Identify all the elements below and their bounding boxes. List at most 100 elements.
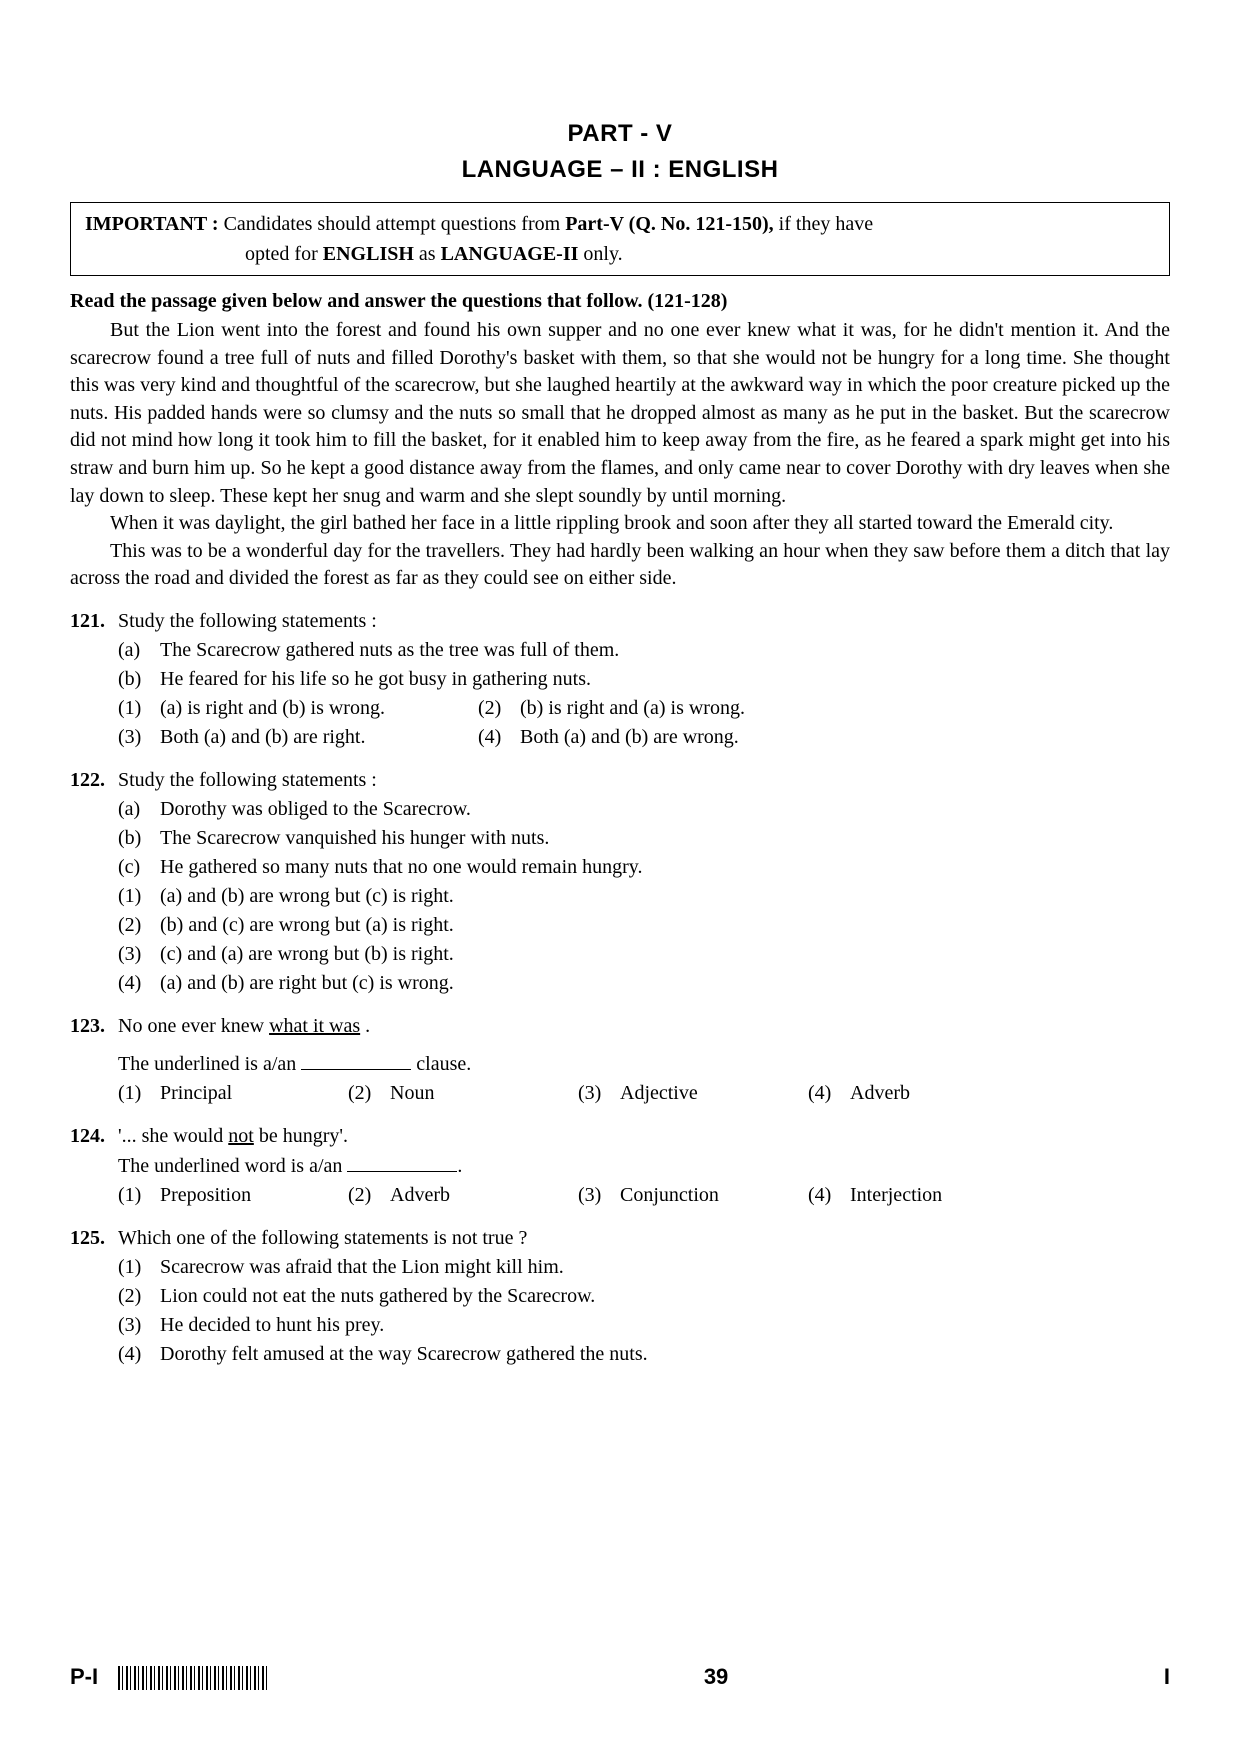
option-label: (4) (118, 1340, 160, 1369)
option-2: (2)Lion could not eat the nuts gathered … (118, 1282, 1170, 1311)
fill-blank (301, 1049, 411, 1070)
option-text: (a) and (b) are right but (c) is wrong. (160, 969, 454, 998)
important-line-2: opted for ENGLISH as LANGUAGE-II only. (85, 239, 1155, 269)
statement-b: (b)He feared for his life so he got busy… (118, 665, 1170, 694)
question-122: 122. Study the following statements : (a… (70, 766, 1170, 998)
option-3: (3)He decided to hunt his prey. (118, 1311, 1170, 1340)
option-text: Both (a) and (b) are wrong. (520, 723, 739, 752)
subline-post: clause. (411, 1053, 471, 1075)
option-label: (2) (478, 694, 520, 723)
question-125: 125. Which one of the following statemen… (70, 1224, 1170, 1369)
question-body: Which one of the following statements is… (118, 1224, 1170, 1369)
subline-pre: The underlined is a/an (118, 1053, 301, 1075)
statement-text: He gathered so many nuts that no one wou… (160, 853, 642, 882)
option-text: Both (a) and (b) are right. (160, 723, 365, 752)
option-4: (4)Dorothy felt amused at the way Scarec… (118, 1340, 1170, 1369)
option-label: (2) (348, 1181, 390, 1210)
set-code: I (1164, 1664, 1170, 1690)
important-notice-box: IMPORTANT : Candidates should attempt qu… (70, 202, 1170, 276)
important-english: ENGLISH (323, 243, 414, 265)
fill-blank (347, 1151, 457, 1172)
option-label: (1) (118, 1253, 160, 1282)
option-label: (1) (118, 1181, 160, 1210)
option-3: (3)Both (a) and (b) are right. (118, 723, 478, 752)
stem-post: be hungry'. (254, 1125, 348, 1147)
question-body: Study the following statements : (a)The … (118, 607, 1170, 752)
statement-a: (a)The Scarecrow gathered nuts as the tr… (118, 636, 1170, 665)
option-text: He decided to hunt his prey. (160, 1311, 384, 1340)
passage-para-2: When it was daylight, the girl bathed he… (70, 510, 1170, 538)
option-text: (b) is right and (a) is wrong. (520, 694, 745, 723)
option-label: (3) (578, 1181, 620, 1210)
statement-text: The Scarecrow vanquished his hunger with… (160, 824, 549, 853)
question-number: 123. (70, 1012, 118, 1108)
option-1: (1)(a) is right and (b) is wrong. (118, 694, 478, 723)
statement-label: (b) (118, 665, 160, 694)
option-text: Scarecrow was afraid that the Lion might… (160, 1253, 564, 1282)
option-4: (4)(a) and (b) are right but (c) is wron… (118, 969, 1170, 998)
barcode-icon (118, 1666, 268, 1690)
important-text-2e: only. (578, 243, 622, 265)
stem-post: . (360, 1015, 370, 1037)
footer-left: P-I (70, 1664, 268, 1690)
passage-para-1: But the Lion went into the forest and fo… (70, 317, 1170, 510)
important-lang2: LANGUAGE-II (441, 243, 579, 265)
option-label: (3) (118, 940, 160, 969)
question-body: '... she would not be hungry'. The under… (118, 1122, 1170, 1210)
question-stem: Study the following statements : (118, 607, 1170, 636)
statement-label: (a) (118, 795, 160, 824)
part-heading: PART - V (70, 120, 1170, 148)
question-stem: Study the following statements : (118, 766, 1170, 795)
option-3: (3)Conjunction (578, 1181, 808, 1210)
statement-c: (c)He gathered so many nuts that no one … (118, 853, 1170, 882)
option-row: (1)(a) is right and (b) is wrong. (2)(b)… (118, 694, 1170, 723)
important-part-ref: Part-V (Q. No. 121-150), (565, 213, 773, 235)
option-text: Interjection (850, 1181, 942, 1210)
question-sub-line: The underlined is a/an clause. (118, 1049, 1170, 1079)
option-label: (2) (118, 1282, 160, 1311)
option-1: (1)Principal (118, 1079, 348, 1108)
stem-underlined: what it was (269, 1015, 360, 1037)
option-text: Preposition (160, 1181, 251, 1210)
option-text: (b) and (c) are wrong but (a) is right. (160, 911, 454, 940)
option-label: (2) (118, 911, 160, 940)
option-label: (1) (118, 882, 160, 911)
option-2: (2)Noun (348, 1079, 578, 1108)
option-text: Adverb (850, 1079, 910, 1108)
page-number: 39 (704, 1664, 728, 1690)
option-text: Adverb (390, 1181, 450, 1210)
question-sub-line: The underlined word is a/an . (118, 1151, 1170, 1181)
important-text-2a: opted for (245, 243, 323, 265)
statement-a: (a)Dorothy was obliged to the Scarecrow. (118, 795, 1170, 824)
question-number: 125. (70, 1224, 118, 1369)
subline-post: . (457, 1155, 462, 1177)
option-text: Noun (390, 1079, 434, 1108)
important-line-1: IMPORTANT : Candidates should attempt qu… (85, 209, 1155, 239)
option-2: (2)Adverb (348, 1181, 578, 1210)
question-number: 124. (70, 1122, 118, 1210)
option-1: (1)Scarecrow was afraid that the Lion mi… (118, 1253, 1170, 1282)
subline-pre: The underlined word is a/an (118, 1155, 347, 1177)
question-stem: '... she would not be hungry'. (118, 1122, 1170, 1151)
option-label: (4) (118, 969, 160, 998)
stem-pre: '... she would (118, 1125, 228, 1147)
option-label: (4) (808, 1079, 850, 1108)
exam-page: PART - V LANGUAGE – II : ENGLISH IMPORTA… (0, 0, 1240, 1409)
option-text: Principal (160, 1079, 232, 1108)
option-4: (4)Both (a) and (b) are wrong. (478, 723, 739, 752)
option-text: (a) and (b) are wrong but (c) is right. (160, 882, 454, 911)
stem-pre: No one ever knew (118, 1015, 269, 1037)
question-number: 122. (70, 766, 118, 998)
option-label: (3) (118, 723, 160, 752)
option-row: (3)Both (a) and (b) are right. (4)Both (… (118, 723, 1170, 752)
question-stem: No one ever knew what it was . (118, 1012, 1170, 1041)
question-number: 121. (70, 607, 118, 752)
statement-label: (c) (118, 853, 160, 882)
option-label: (3) (578, 1079, 620, 1108)
language-heading: LANGUAGE – II : ENGLISH (70, 156, 1170, 184)
statement-label: (a) (118, 636, 160, 665)
option-label: (4) (808, 1181, 850, 1210)
option-label: (3) (118, 1311, 160, 1340)
option-label: (1) (118, 1079, 160, 1108)
passage-para-3: This was to be a wonderful day for the t… (70, 538, 1170, 593)
